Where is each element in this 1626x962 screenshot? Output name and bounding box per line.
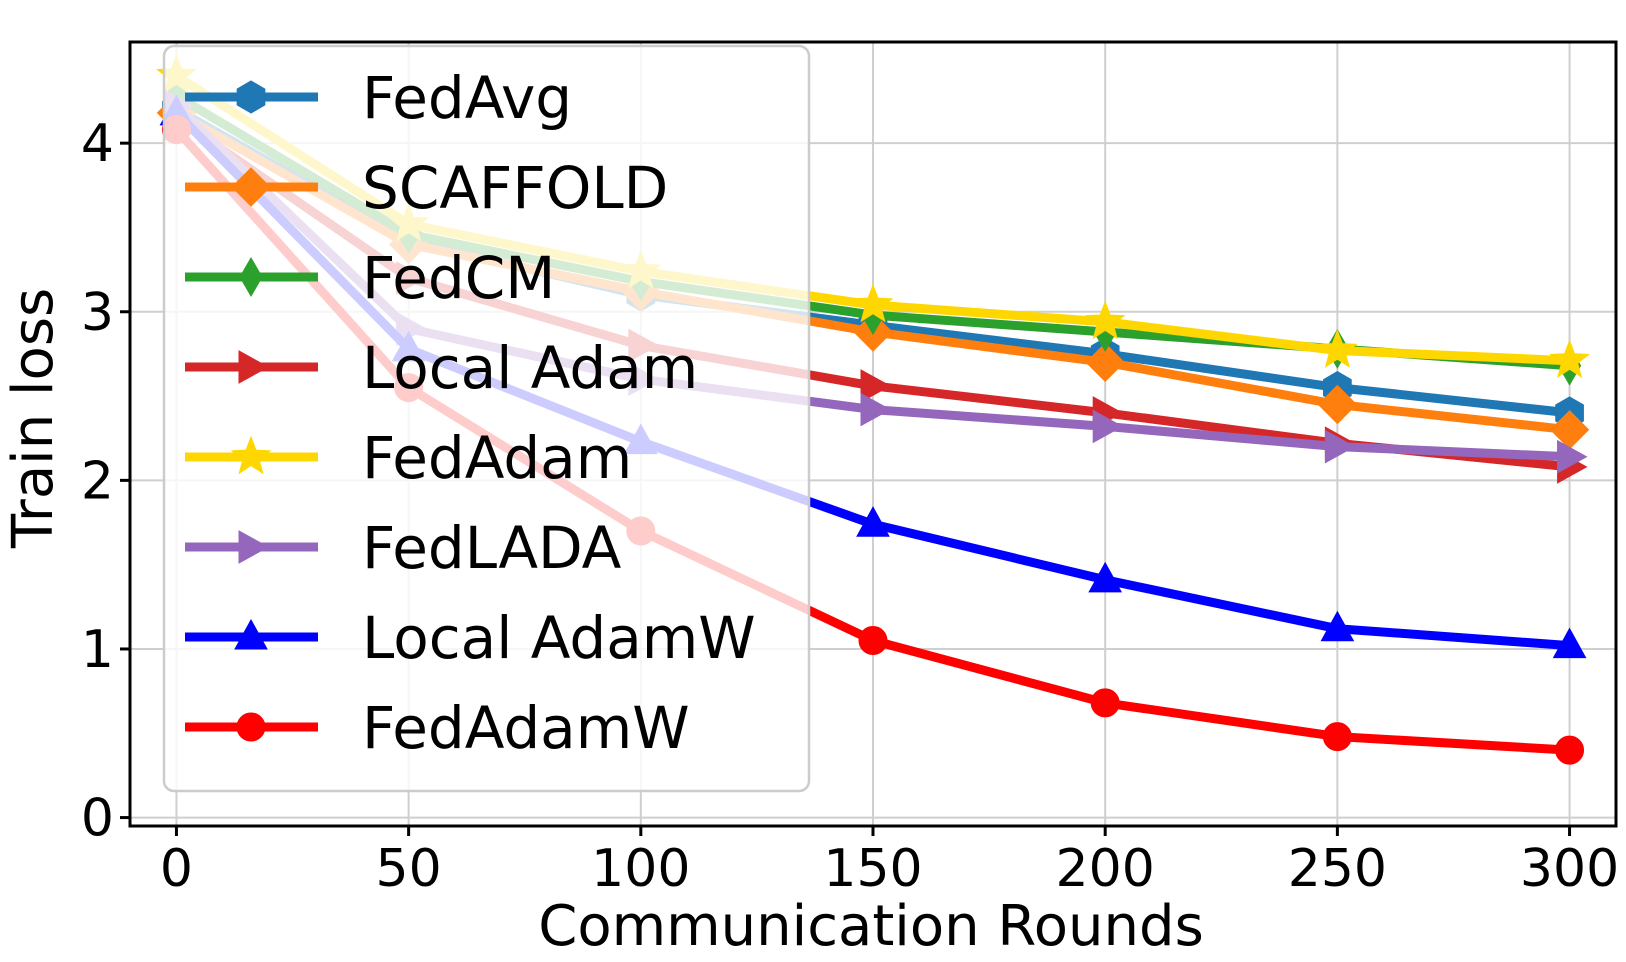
legend-item-fedavg: FedAvg <box>185 64 572 132</box>
legend-item-fedadamw: FedAdamW <box>185 694 690 762</box>
data-point <box>1317 384 1358 425</box>
data-point <box>856 506 890 537</box>
legend-marker <box>234 618 268 650</box>
legend-label: Local Adam <box>362 334 698 402</box>
data-point <box>860 392 892 427</box>
y-tick-label: 1 <box>81 620 114 680</box>
data-point <box>1552 627 1587 659</box>
legend-label: Local AdamW <box>362 604 756 672</box>
legend-label: FedAdam <box>362 424 632 492</box>
y-tick-label: 2 <box>81 451 114 511</box>
data-point <box>1088 561 1123 593</box>
legend-label: FedAdamW <box>362 694 690 762</box>
data-point <box>1085 342 1125 383</box>
data-point <box>1322 722 1352 752</box>
legend-marker <box>238 350 270 384</box>
data-point <box>1084 300 1126 340</box>
legend-label: SCAFFOLD <box>362 154 668 222</box>
y-tick-label: 3 <box>81 283 114 343</box>
legend-box <box>162 44 811 793</box>
x-axis-label: Communication Rounds <box>538 894 1204 959</box>
legend-item-fedadam: FedAdam <box>185 424 632 492</box>
x-tick-label: 300 <box>1520 839 1619 899</box>
x-tick-label: 250 <box>1288 839 1387 899</box>
data-point <box>1549 339 1590 378</box>
x-tick-label: 100 <box>591 839 690 899</box>
legend-item-local-adamw: Local AdamW <box>185 604 756 672</box>
y-tick-label: 0 <box>81 789 114 849</box>
legend: FedAvg SCAFFOLD FedCM Local Adam FedAdam FedL… <box>162 44 811 793</box>
legend-marker <box>236 712 266 742</box>
data-point <box>1557 439 1588 474</box>
legend-label: FedAvg <box>362 64 572 132</box>
legend-marker <box>238 530 270 564</box>
legend-marker <box>230 435 272 475</box>
legend-label: FedLADA <box>362 514 622 582</box>
data-point <box>1324 429 1356 464</box>
legend-marker <box>239 257 263 297</box>
data-point <box>1320 610 1355 642</box>
x-tick-label: 50 <box>376 839 442 899</box>
data-point <box>1092 409 1124 444</box>
legend-item-scaffold: SCAFFOLD <box>185 154 668 222</box>
data-point <box>858 626 888 656</box>
x-tick-label: 150 <box>823 839 922 899</box>
x-axis-ticks: 0 50 100 150 200 250 300 <box>160 826 1619 899</box>
legend-item-fedcm: FedCM <box>185 244 555 312</box>
x-tick-label: 200 <box>1056 839 1155 899</box>
data-point <box>1090 688 1120 718</box>
data-point <box>1555 735 1585 765</box>
data-point <box>852 283 894 323</box>
legend-label: FedCM <box>362 244 555 312</box>
x-tick-label: 0 <box>160 839 193 899</box>
data-point <box>860 369 892 403</box>
y-axis-label: Train loss <box>1 288 66 549</box>
legend-item-local-adam: Local Adam <box>185 334 698 402</box>
legend-marker <box>236 80 266 114</box>
legend-item-fedlada: FedLADA <box>185 514 622 582</box>
y-tick-label: 4 <box>81 114 114 174</box>
data-point <box>1317 329 1358 368</box>
legend-marker <box>231 167 271 207</box>
y-axis-ticks: 0 1 2 3 4 <box>81 114 130 849</box>
